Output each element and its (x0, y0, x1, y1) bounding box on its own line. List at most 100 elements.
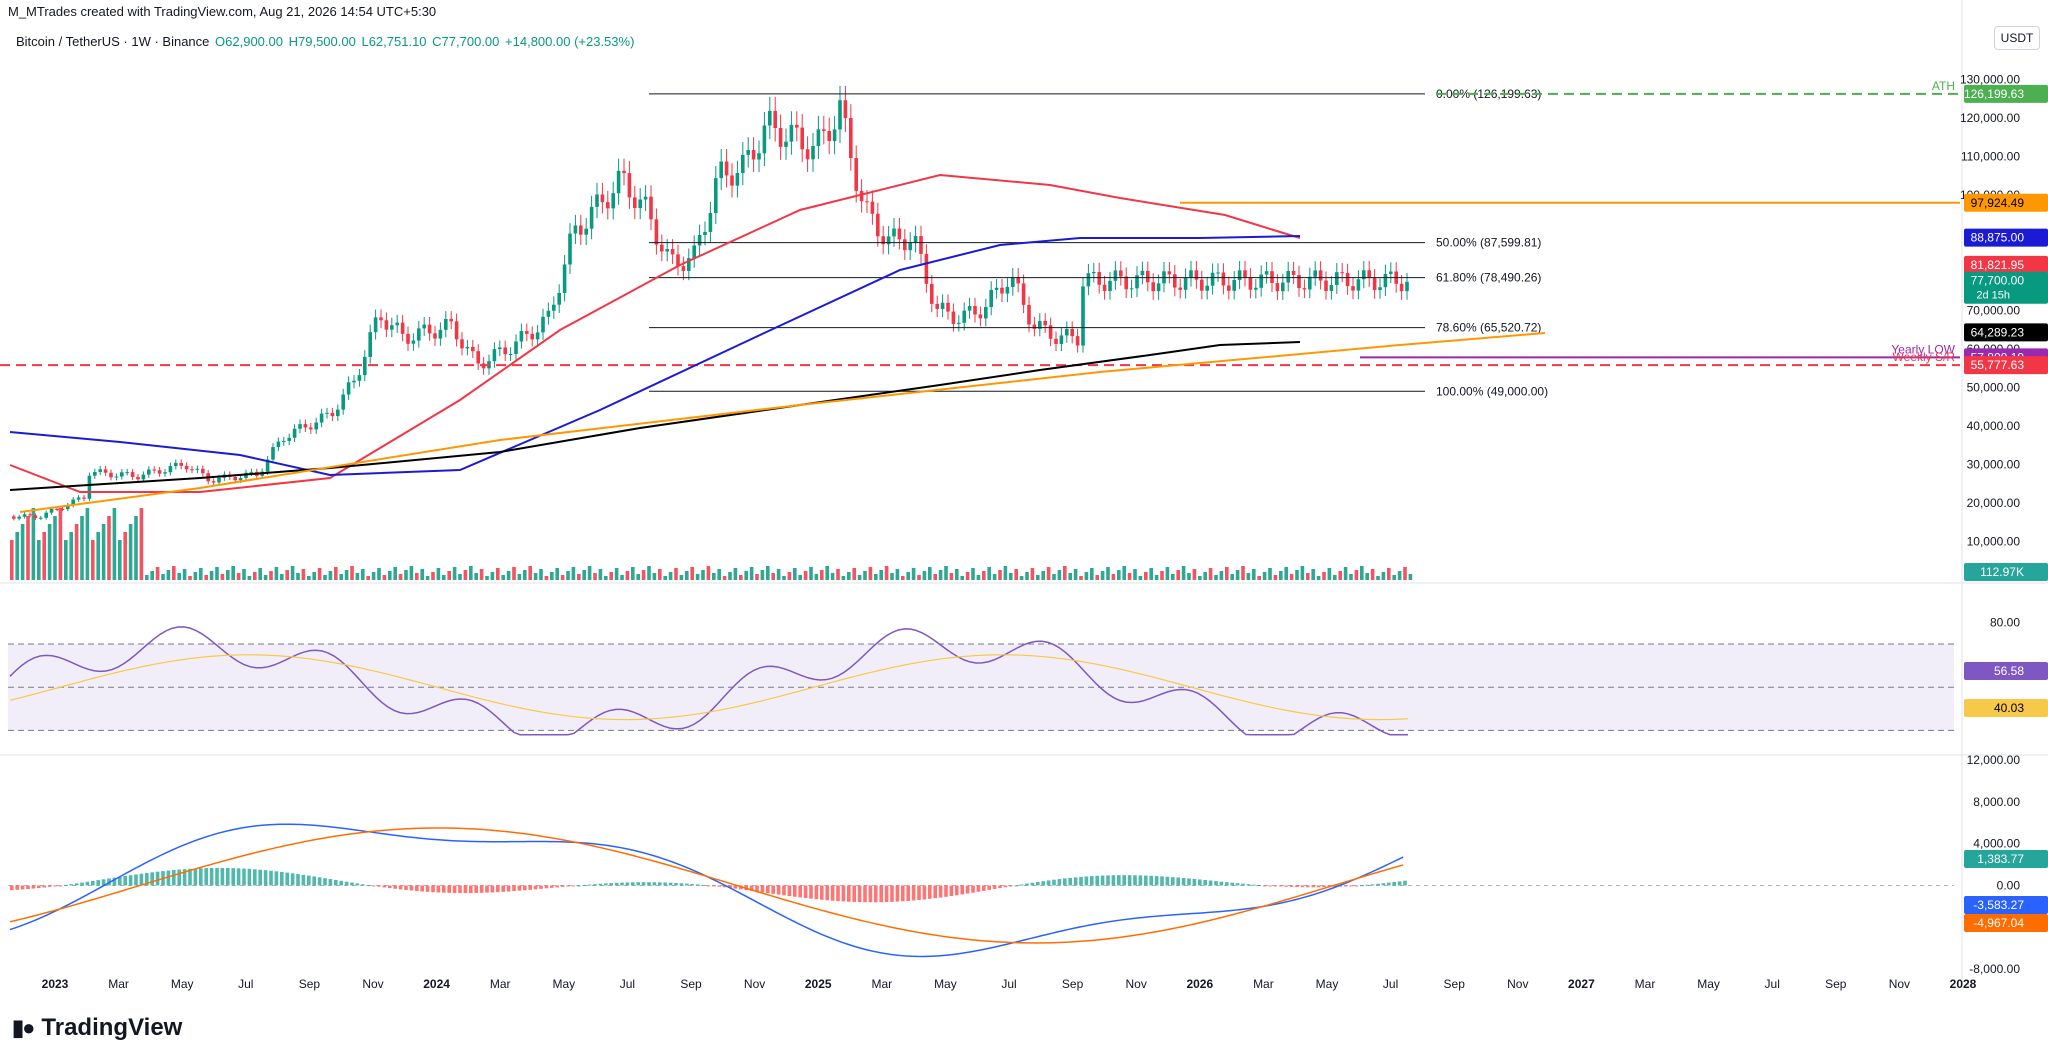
volume-bar (1360, 566, 1364, 580)
volume-bar (1100, 571, 1105, 580)
volume-bar (242, 569, 246, 580)
volume-bar (452, 567, 457, 580)
macd-histogram-bar (690, 884, 694, 886)
candle-body (325, 412, 329, 414)
candle-body (978, 314, 983, 319)
candle-body (1059, 335, 1064, 344)
candle-body (249, 471, 254, 473)
macd-value-label: -3,583.27 (1973, 898, 2024, 912)
macd-histogram-bar (26, 885, 30, 890)
volume-bar (1289, 574, 1294, 580)
candle-body (1081, 286, 1085, 346)
candle-body (687, 258, 691, 271)
candle-body (12, 516, 16, 519)
candle-body (152, 469, 156, 471)
macd-histogram-bar (1387, 882, 1391, 886)
volume-bar (533, 573, 538, 580)
macd-histogram-bar (91, 880, 95, 886)
candle-body (1308, 276, 1312, 290)
candle-body (757, 153, 761, 160)
time-tick-label: Sep (299, 977, 321, 991)
macd-histogram-bar (1133, 875, 1137, 886)
candle-body (465, 346, 470, 349)
candle-body (519, 331, 524, 342)
macd-histogram-bar (911, 885, 916, 901)
macd-histogram-bar (782, 885, 786, 896)
macd-histogram-bar (1203, 880, 1207, 886)
macd-histogram-bar (1144, 875, 1148, 886)
volume-bar (523, 570, 527, 580)
macd-histogram-bar (1300, 885, 1305, 888)
symbol-legend[interactable]: Bitcoin / TetherUS · 1W · Binance O62,90… (16, 34, 636, 49)
volume-bar (1273, 575, 1278, 580)
candle-body (1281, 282, 1285, 292)
candle-body (1297, 274, 1301, 289)
candle-body (454, 321, 459, 340)
macd-histogram-bar (128, 875, 133, 886)
volume-bar (668, 572, 673, 580)
macd-histogram-bar (253, 869, 257, 886)
macd-histogram-bar (544, 885, 549, 889)
volume-bar (1316, 576, 1321, 580)
candle-body (287, 437, 291, 441)
volume-bar (803, 571, 808, 580)
candle-body (1259, 274, 1263, 288)
candle-body (849, 118, 853, 159)
price-tag (1964, 271, 2048, 304)
volume-bar (1030, 568, 1035, 580)
candle-body (433, 333, 437, 339)
price-tick-label: 40,000.00 (1967, 419, 2021, 433)
fib-level-label: 100.00% (49,000.00) (1436, 384, 1548, 398)
macd-histogram-bar (539, 885, 543, 889)
candle-body (1097, 272, 1101, 285)
candle-body (973, 306, 977, 315)
macd-histogram-bar (582, 884, 586, 886)
macd-histogram-bar (172, 870, 176, 886)
currency-button[interactable]: USDT (1994, 26, 2040, 50)
macd-histogram-bar (1246, 884, 1251, 886)
candle-body (492, 349, 497, 362)
time-tick-label: Mar (490, 977, 511, 991)
volume-bar (312, 572, 316, 580)
volume-bar (755, 574, 759, 580)
macd-value-tag (1964, 896, 2048, 914)
volume-bar (447, 571, 451, 580)
candle-body (994, 287, 999, 290)
candle-body (1232, 280, 1236, 291)
price-tag (1964, 323, 2048, 342)
candle-body (1194, 270, 1199, 280)
candle-body (838, 100, 842, 130)
macd-histogram-bar (1279, 885, 1283, 887)
price-tag-label: 81,821.95 (1971, 258, 2025, 272)
candle-body (1005, 286, 1010, 294)
volume-bar (204, 575, 208, 580)
time-tick-label: Nov (1507, 977, 1528, 991)
volume-bar (820, 570, 824, 580)
candle-body (271, 447, 275, 460)
volume-bar (58, 508, 63, 580)
macd-histogram-bar (479, 885, 484, 893)
candle-body (541, 316, 545, 333)
macd-histogram-bar (442, 885, 446, 893)
macd-histogram-bar (922, 885, 927, 900)
macd-histogram-bar (15, 885, 19, 890)
volume-bar (625, 571, 630, 580)
time-tick-label: 2028 (1950, 977, 1977, 991)
tradingview-brand[interactable]: ▮● TradingView (12, 1014, 182, 1042)
candle-body (444, 318, 448, 330)
volume-bar (911, 568, 916, 580)
candle-body (1318, 270, 1323, 281)
volume-bar (409, 566, 414, 580)
candle-body (1210, 272, 1215, 286)
tradingview-logo-icon: ▮● (12, 1015, 35, 1040)
volume-bar (895, 569, 900, 580)
candle-body (1146, 270, 1150, 283)
candle-body (768, 110, 772, 126)
time-tick-label: Mar (871, 977, 892, 991)
volume-bar (550, 572, 554, 580)
macd-histogram-bar (328, 879, 333, 886)
volume-bar (209, 571, 214, 580)
macd-histogram-bar (1127, 875, 1132, 886)
macd-histogram-bar (733, 885, 738, 889)
